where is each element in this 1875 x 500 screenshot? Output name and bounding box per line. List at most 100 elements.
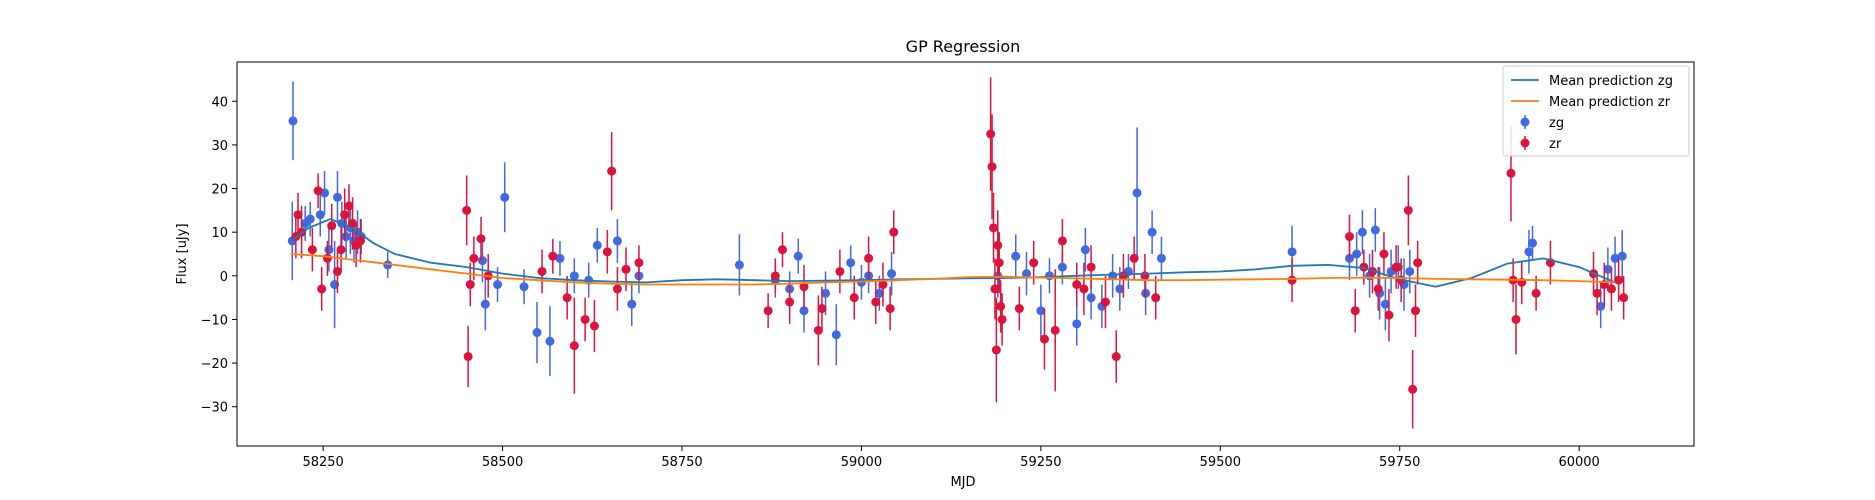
data-point-zr [1619, 293, 1629, 303]
data-point-zr [355, 236, 365, 246]
data-point-zr [548, 251, 558, 261]
data-point-zr [1384, 310, 1394, 320]
y-tick-label: −20 [201, 357, 228, 372]
data-point-zr [1014, 304, 1024, 314]
data-point-zg [341, 232, 351, 242]
data-point-zg [1357, 227, 1367, 237]
data-point-zr [813, 325, 823, 335]
data-point-zg [592, 240, 602, 250]
plot-area [287, 77, 1629, 429]
data-point-zr [1072, 280, 1082, 290]
data-point-zg [1380, 299, 1390, 309]
data-point-zr [569, 341, 579, 351]
data-point-zg [799, 306, 809, 316]
data-point-zr [580, 314, 590, 324]
data-point-zr [994, 258, 1004, 268]
data-point-zr [602, 247, 612, 257]
data-point-zg [1528, 238, 1538, 248]
data-point-zr [469, 253, 479, 263]
data-point-zr [1614, 275, 1624, 285]
data-point-zr [313, 186, 323, 196]
data-point-zr [589, 321, 599, 331]
x-axis-label: MJD [950, 475, 975, 490]
data-point-zr [476, 234, 486, 244]
data-point-zr [1039, 334, 1049, 344]
data-point-zg [627, 299, 637, 309]
x-axis: 58250 58500 58750 59000 59250 59500 59750 60000 [302, 446, 1600, 470]
data-point-zr [317, 284, 327, 294]
x-tick-label: 58500 [482, 455, 523, 470]
data-point-zr [607, 166, 617, 176]
data-point-zr [322, 253, 332, 263]
data-point-zr [987, 162, 997, 172]
data-point-zr [770, 271, 780, 281]
data-point-zr [1379, 249, 1389, 259]
data-point-zg [1036, 306, 1046, 316]
data-point-zr [1086, 262, 1096, 272]
series-zr [291, 77, 1629, 429]
data-point-zr [1129, 253, 1139, 263]
data-point-zr [463, 352, 473, 362]
y-tick-label: −10 [201, 313, 228, 328]
data-point-zr [1391, 262, 1401, 272]
data-point-zr [1029, 258, 1039, 268]
data-point-zg [831, 330, 841, 340]
data-point-zr [340, 210, 350, 220]
y-axis-label: Flux [uJy] [175, 223, 190, 284]
data-point-zr [348, 218, 358, 228]
data-point-zr [332, 266, 342, 276]
data-point-zg [1617, 251, 1627, 261]
data-point-zr [537, 266, 547, 276]
data-point-zr [1111, 352, 1121, 362]
data-point-zg [821, 288, 831, 298]
data-point-zr [986, 129, 996, 139]
data-point-zg [493, 280, 503, 290]
data-point-zr [993, 240, 1003, 250]
x-tick-label: 59000 [841, 455, 882, 470]
data-point-zr [1511, 314, 1521, 324]
data-point-zr [1373, 284, 1383, 294]
y-tick-label: −30 [201, 401, 228, 416]
data-point-zg [1370, 225, 1380, 235]
data-point-zr [864, 253, 874, 263]
data-point-zg [1147, 227, 1157, 237]
y-axis: −30 −20 −10 0 10 20 30 40 [201, 95, 237, 416]
data-point-zg [1156, 253, 1166, 263]
data-point-zg [612, 236, 622, 246]
y-tick-label: 20 [211, 183, 228, 198]
axes-frame [236, 61, 1695, 447]
data-point-zr [621, 264, 631, 274]
data-point-zr [1411, 306, 1421, 316]
x-tick-label: 58250 [302, 455, 343, 470]
data-point-zg [532, 328, 542, 338]
data-point-zr [1403, 205, 1413, 215]
legend-label: zg [1549, 116, 1564, 131]
data-point-zr [1344, 232, 1354, 242]
data-point-zr [885, 304, 895, 314]
data-point-zr [889, 227, 899, 237]
data-point-zg [1057, 262, 1067, 272]
data-point-zr [1531, 288, 1541, 298]
data-point-zr [327, 221, 337, 231]
data-point-zg [1610, 253, 1620, 263]
data-point-zr [817, 304, 827, 314]
data-point-zg [305, 214, 315, 224]
data-point-zg [793, 251, 803, 261]
x-tick-label: 59500 [1200, 455, 1241, 470]
data-point-zg [1115, 284, 1125, 294]
data-point-zr [1506, 168, 1516, 178]
x-tick-label: 60000 [1558, 455, 1599, 470]
y-tick-label: 10 [211, 226, 228, 241]
legend-label: zr [1549, 137, 1562, 152]
data-point-zr [799, 282, 809, 292]
data-point-zg [734, 260, 744, 270]
y-tick-label: 30 [211, 139, 228, 154]
data-point-zr [763, 306, 773, 316]
data-point-zg [1287, 247, 1297, 257]
data-point-zr [1151, 293, 1161, 303]
data-point-zr [462, 205, 472, 215]
data-point-zg [315, 210, 325, 220]
x-tick-label: 59750 [1379, 455, 1420, 470]
data-point-zg [1086, 293, 1096, 303]
